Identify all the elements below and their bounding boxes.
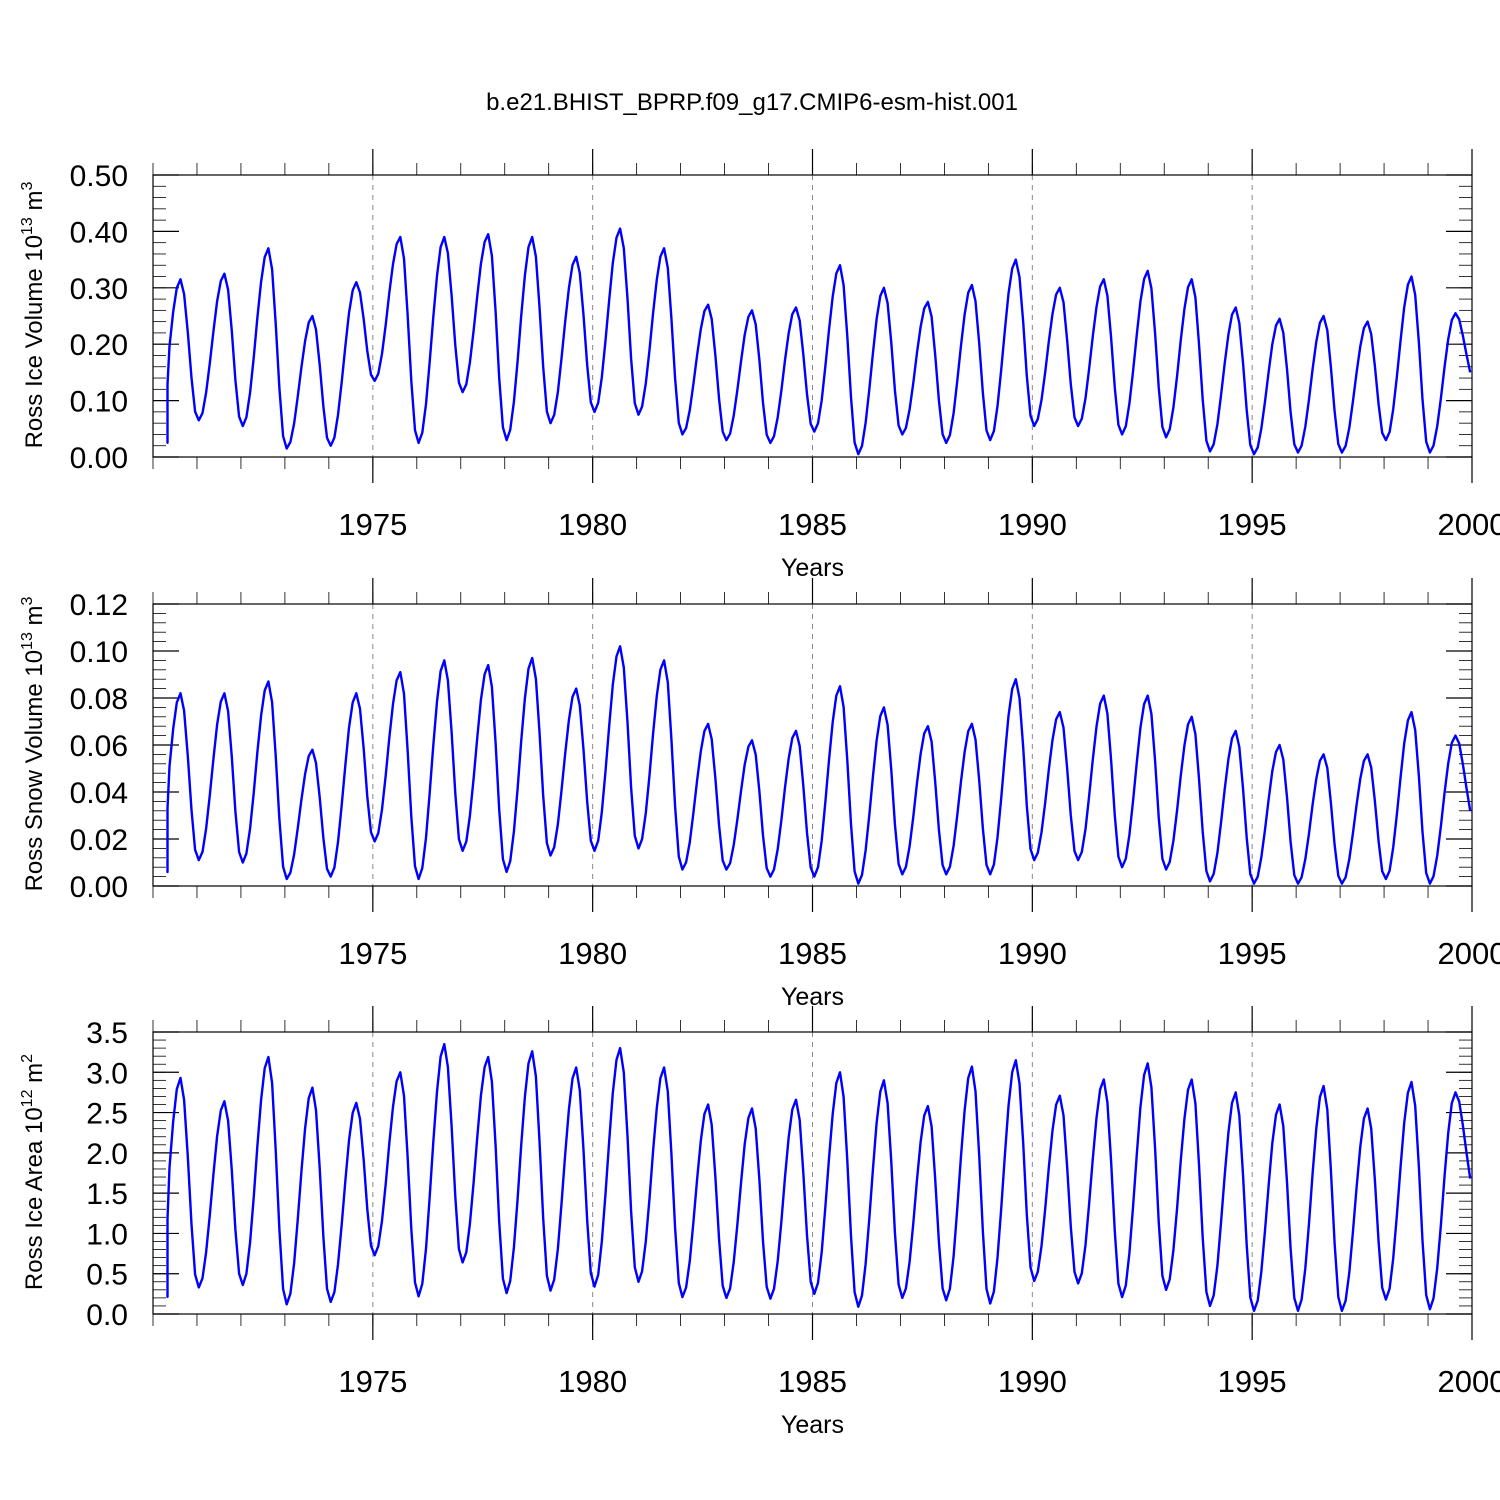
series-line xyxy=(166,227,1472,456)
y-tick-label: 3.0 xyxy=(86,1057,128,1090)
y-tick-label: 0.0 xyxy=(86,1299,128,1332)
y-tick-label: 0.08 xyxy=(70,683,128,716)
x-tick-label: 1990 xyxy=(998,1364,1067,1399)
y-tick-label: 0.06 xyxy=(70,730,128,763)
x-tick-label: 2000 xyxy=(1438,936,1500,971)
x-tick-label: 2000 xyxy=(1438,507,1500,542)
y-axis-label: Ross Snow Volume 1013 m3 xyxy=(19,596,48,891)
x-tick-label: 1980 xyxy=(558,936,627,971)
y-tick-label: 0.00 xyxy=(70,442,128,475)
y-tick-label: 0.12 xyxy=(70,589,128,622)
y-tick-label: 0.10 xyxy=(70,386,128,419)
x-tick-label: 1985 xyxy=(778,507,847,542)
x-axis-label: Years xyxy=(781,1411,844,1439)
y-tick-label: 2.5 xyxy=(86,1098,128,1131)
x-tick-label: 1995 xyxy=(1218,936,1287,971)
x-tick-label: 1975 xyxy=(338,1364,407,1399)
y-tick-label: 0.30 xyxy=(70,273,128,306)
y-tick-label: 0.20 xyxy=(70,329,128,362)
y-tick-label: 3.5 xyxy=(86,1017,128,1050)
y-tick-label: 1.5 xyxy=(86,1178,128,1211)
y-tick-label: 0.50 xyxy=(70,160,128,193)
y-tick-label: 2.0 xyxy=(86,1138,128,1171)
figure-title: b.e21.BHIST_BPRP.f09_g17.CMIP6-esm-hist.… xyxy=(486,89,1018,116)
x-tick-label: 1975 xyxy=(338,936,407,971)
series-line xyxy=(166,645,1472,885)
chart-panel-2: 0.00 0.02 0.04 0.06 0.08 0.10 0.12 1975 1980 1985… xyxy=(19,578,1500,1011)
x-axis-label: Years xyxy=(781,554,844,582)
y-axis-label: Ross Ice Area 1012 m2 xyxy=(19,1054,48,1290)
y-axis-label: Ross Ice Volume 1013 m3 xyxy=(19,181,48,448)
y-tick-label: 0.04 xyxy=(70,777,128,810)
x-tick-label: 1995 xyxy=(1218,1364,1287,1399)
x-tick-label: 1985 xyxy=(778,1364,847,1399)
x-tick-label: 1990 xyxy=(998,936,1067,971)
x-tick-label: 1985 xyxy=(778,936,847,971)
x-tick-label: 1990 xyxy=(998,507,1067,542)
y-tick-label: 0.00 xyxy=(70,871,128,904)
chart-panel-1: 0.00 0.10 0.20 0.30 0.40 0.50 1975 1980 1985 1990… xyxy=(19,149,1500,582)
y-tick-label: 0.40 xyxy=(70,216,128,249)
x-tick-label: 1980 xyxy=(558,507,627,542)
x-tick-label: 1995 xyxy=(1218,507,1287,542)
y-tick-label: 0.5 xyxy=(86,1259,128,1292)
x-tick-label: 2000 xyxy=(1438,1364,1500,1399)
chart-panels: 0.00 0.10 0.20 0.30 0.40 0.50 1975 1980 1985 1990… xyxy=(19,149,1500,1439)
x-tick-label: 1980 xyxy=(558,1364,627,1399)
x-tick-label: 1975 xyxy=(338,507,407,542)
y-tick-label: 0.02 xyxy=(70,824,128,857)
y-tick-label: 0.10 xyxy=(70,636,128,669)
series-line xyxy=(166,1042,1472,1312)
chart-panel-3: 0.0 0.5 1.0 1.5 2.0 2.5 3.0 3.5 1975 1980 1985 1990… xyxy=(19,1006,1500,1439)
y-tick-label: 1.0 xyxy=(86,1218,128,1251)
